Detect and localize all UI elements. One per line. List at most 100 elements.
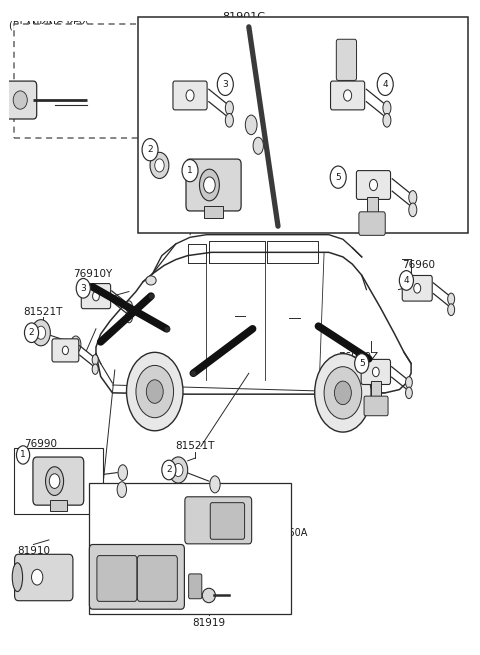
Text: 2: 2 [166,466,172,474]
FancyBboxPatch shape [364,396,388,416]
Text: 1: 1 [187,166,193,175]
Ellipse shape [117,481,127,497]
Circle shape [32,569,43,585]
Text: 2: 2 [29,328,35,337]
Ellipse shape [126,301,132,312]
Ellipse shape [409,203,417,217]
Ellipse shape [383,101,391,115]
Circle shape [372,367,379,377]
Text: 93110B: 93110B [143,559,180,569]
Text: 1: 1 [20,451,26,459]
Circle shape [150,153,169,178]
Ellipse shape [126,311,132,323]
Circle shape [355,354,369,373]
FancyBboxPatch shape [357,170,391,199]
Ellipse shape [210,476,220,493]
Circle shape [330,166,346,188]
Ellipse shape [13,91,27,109]
Ellipse shape [225,113,233,127]
Ellipse shape [46,467,64,495]
Bar [367,196,378,217]
Circle shape [62,346,69,354]
Ellipse shape [253,138,264,155]
Text: 81910: 81910 [17,546,50,556]
Text: 3: 3 [222,80,228,89]
Circle shape [315,354,371,432]
Ellipse shape [406,377,412,388]
Text: 5: 5 [359,359,365,368]
Text: 76910Y: 76910Y [73,269,112,279]
Circle shape [217,73,233,96]
Text: 4: 4 [404,276,409,285]
Text: 95860A: 95860A [270,529,307,538]
Circle shape [142,139,158,161]
Ellipse shape [409,191,417,204]
Circle shape [186,90,194,101]
FancyBboxPatch shape [186,159,241,211]
Ellipse shape [71,336,81,353]
FancyBboxPatch shape [359,212,385,235]
Bar [371,381,382,401]
Text: 81521T: 81521T [175,441,215,451]
Circle shape [344,90,352,101]
Ellipse shape [12,563,23,591]
Text: 76990: 76990 [24,439,58,449]
Ellipse shape [200,169,219,201]
Text: 5: 5 [336,173,341,181]
Ellipse shape [92,354,98,365]
Text: 81901C: 81901C [223,12,265,22]
Circle shape [127,352,183,431]
Ellipse shape [146,276,156,285]
Text: (BLANKING KEY): (BLANKING KEY) [9,20,89,31]
Ellipse shape [118,465,128,481]
FancyBboxPatch shape [210,502,245,539]
FancyBboxPatch shape [97,555,137,601]
FancyBboxPatch shape [52,339,79,362]
Ellipse shape [448,304,455,316]
Circle shape [136,365,174,418]
Ellipse shape [448,293,455,305]
FancyBboxPatch shape [189,574,202,599]
FancyBboxPatch shape [33,457,84,505]
Bar [138,17,468,233]
FancyBboxPatch shape [185,496,252,544]
Ellipse shape [225,101,233,115]
Circle shape [24,323,38,343]
Circle shape [36,326,46,339]
Text: 81521T: 81521T [23,307,62,317]
FancyBboxPatch shape [336,39,357,81]
Circle shape [399,271,413,290]
Ellipse shape [202,588,216,603]
FancyBboxPatch shape [14,554,73,601]
Text: 81919: 81919 [192,618,226,628]
Circle shape [162,460,176,480]
FancyBboxPatch shape [361,360,391,384]
FancyBboxPatch shape [81,284,111,309]
FancyBboxPatch shape [13,24,141,138]
Ellipse shape [245,115,257,135]
Bar [89,483,291,614]
FancyBboxPatch shape [173,81,207,110]
Circle shape [169,457,188,483]
Bar [13,449,103,514]
FancyBboxPatch shape [6,81,36,119]
Circle shape [146,380,163,403]
Text: 2: 2 [147,145,153,154]
Circle shape [174,464,183,477]
Circle shape [182,160,198,181]
FancyBboxPatch shape [137,555,177,601]
Circle shape [49,474,60,489]
Text: 3: 3 [80,284,86,293]
Circle shape [377,73,393,96]
Circle shape [204,177,215,193]
FancyBboxPatch shape [331,81,365,110]
Circle shape [32,320,50,346]
Circle shape [155,159,164,172]
Circle shape [76,278,90,298]
Text: 76960: 76960 [402,261,435,271]
FancyBboxPatch shape [402,276,432,301]
Circle shape [370,179,377,191]
Circle shape [93,291,99,301]
Bar [204,206,223,218]
Circle shape [414,284,420,293]
